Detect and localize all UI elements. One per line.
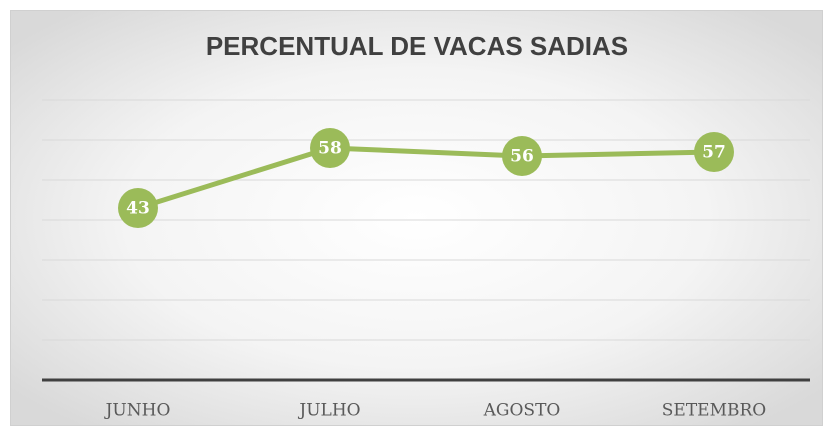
marker	[118, 188, 158, 228]
value-label: 56	[510, 147, 534, 167]
chart-title: PERCENTUAL DE VACAS SADIAS	[206, 31, 628, 61]
line	[137, 145, 715, 211]
value-label: 43	[126, 199, 150, 219]
value-label: 57	[702, 143, 726, 163]
marker	[502, 136, 542, 176]
x-tick-label: JUNHO	[104, 401, 171, 421]
marker	[694, 132, 734, 172]
value-label: 58	[318, 139, 342, 159]
x-tick-label: AGOSTO	[483, 401, 561, 421]
x-tick-label: SETEMBRO	[662, 401, 766, 421]
x-tick-label: JULHO	[297, 401, 360, 421]
marker	[310, 128, 350, 168]
